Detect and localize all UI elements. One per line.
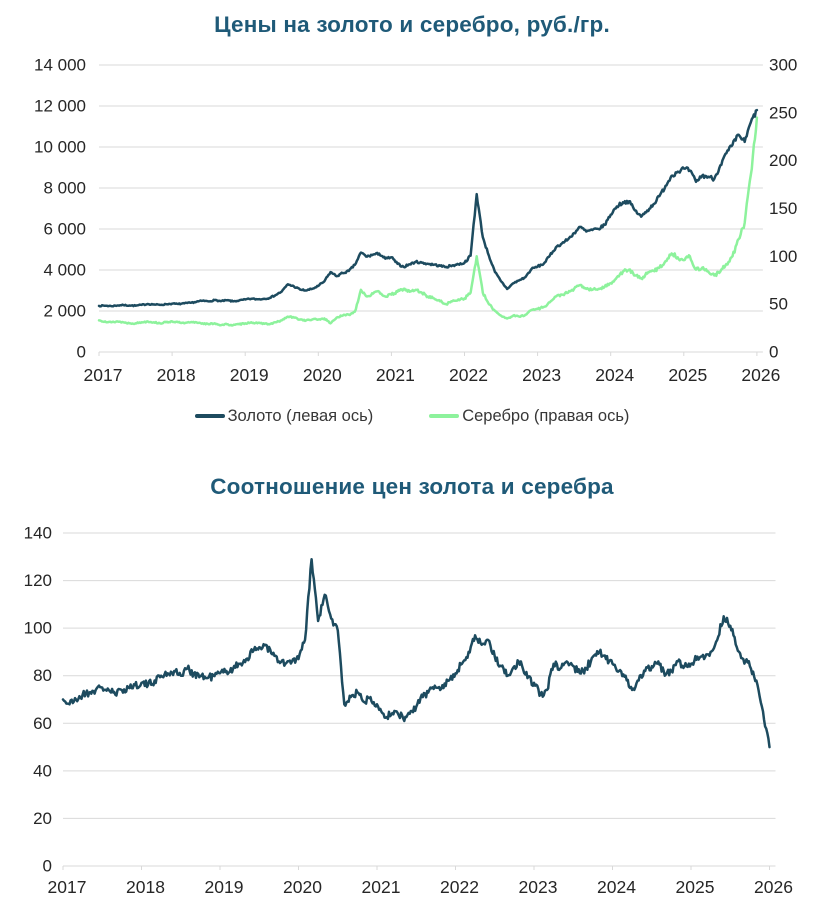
x-axis-label: 2017	[84, 365, 123, 385]
right-axis-label: 50	[769, 295, 788, 314]
right-axis-label: 150	[769, 199, 797, 218]
y-axis-label: 14 000	[34, 56, 86, 75]
legend-label-silver: Серебро (правая ось)	[462, 406, 630, 425]
silver-line-swatch	[429, 414, 460, 418]
right-axis-label: 100	[769, 247, 797, 266]
ratio-series-line	[61, 557, 771, 749]
x-axis-label: 2018	[157, 365, 196, 385]
x-axis-label: 2020	[303, 365, 342, 385]
legend-label-gold: Золото (левая ось)	[227, 406, 374, 425]
x-axis-label: 2020	[283, 877, 322, 897]
x-axis-label: 2018	[126, 877, 165, 897]
x-axis-label: 2019	[230, 365, 269, 385]
y-axis-label: 6 000	[43, 220, 86, 239]
x-axis-label: 2022	[440, 877, 479, 897]
x-axis-label: 2023	[519, 877, 558, 897]
x-axis-label: 2025	[676, 877, 715, 897]
x-axis-label: 2017	[48, 877, 87, 897]
y-axis-label: 12 000	[34, 97, 86, 116]
y-axis-label: 140	[24, 524, 52, 543]
x-axis-label: 2026	[741, 365, 780, 385]
y-axis-label: 100	[24, 619, 52, 638]
y-axis-label: 4 000	[43, 261, 86, 280]
right-axis-label: 250	[769, 103, 797, 122]
gold-series-line	[97, 108, 759, 308]
right-axis-label: 200	[769, 151, 797, 170]
y-axis-label: 40	[33, 761, 52, 780]
y-axis-label: 120	[24, 571, 52, 590]
y-axis-label: 10 000	[34, 138, 86, 157]
right-axis-label: 300	[769, 56, 797, 75]
y-axis-label: 2 000	[43, 302, 86, 321]
x-axis-label: 2021	[362, 877, 401, 897]
gold-line-swatch	[194, 414, 225, 418]
legend-item-silver: Серебро (правая ось)	[429, 407, 629, 426]
legend-item-gold: Золото (левая ось)	[194, 406, 374, 426]
x-axis-label: 2025	[668, 365, 707, 385]
x-axis-label: 2021	[376, 365, 415, 385]
x-axis-label: 2024	[595, 365, 634, 385]
x-axis-label: 2019	[205, 877, 244, 897]
right-axis-label: 0	[769, 343, 778, 362]
y-axis-label: 0	[43, 857, 52, 876]
x-axis-label: 2023	[522, 365, 561, 385]
gold-silver-price-plot: 14 000 12 000 10 000 8 000 6 000 4 000 2 000 0 3…	[34, 56, 797, 386]
y-axis-label: 60	[33, 714, 52, 733]
y-axis-label: 0	[77, 343, 86, 362]
y-axis-label: 8 000	[43, 179, 86, 198]
gold-silver-ratio-chart-title: Соотношение цен золота и серебра	[210, 474, 614, 499]
x-axis-label: 2022	[449, 365, 488, 385]
gold-silver-price-chart-title: Цены на золото и серебро, руб./гр.	[214, 12, 610, 37]
silver-series-line	[97, 116, 759, 327]
x-axis-label: 2024	[597, 877, 636, 897]
y-axis-label: 80	[33, 666, 52, 685]
y-axis-label: 20	[33, 809, 52, 828]
legend: Золото (левая ось) Серебро (правая ось)	[0, 404, 824, 428]
x-axis-label: 2026	[754, 877, 793, 897]
